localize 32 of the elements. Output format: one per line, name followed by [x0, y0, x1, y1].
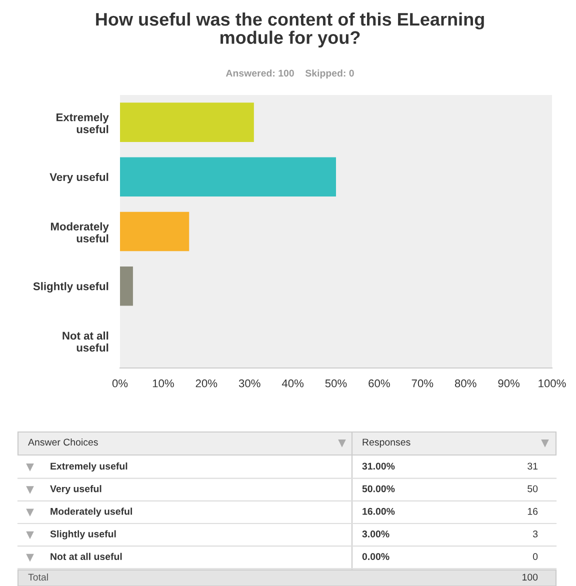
x-tick-label: 20% — [196, 379, 218, 388]
text: 0.00% — [362, 553, 390, 560]
x-tick-label: 10% — [152, 379, 174, 388]
text: Responses — [362, 438, 410, 448]
text: 31 — [528, 462, 538, 470]
x-tick-label: 90% — [498, 379, 520, 388]
x-tick-label: 30% — [238, 379, 260, 388]
x-tick-label: 0% — [112, 379, 128, 388]
y-tick-label: Extremely useful — [56, 113, 109, 134]
chart-subtitle: Answered: 100 Skipped: 0 — [226, 69, 354, 79]
text: Answer Choices — [28, 438, 98, 446]
y-tick-label: Very useful — [50, 172, 108, 184]
x-tick-label: 50% — [325, 379, 347, 388]
text: 31.00% — [362, 462, 395, 470]
x-tick-label: 60% — [368, 379, 390, 388]
chart-title: How useful was the content of this ELearning module for you? — [96, 12, 484, 48]
text: 3 — [532, 530, 538, 538]
text: 3.00% — [362, 530, 390, 538]
y-tick-label: Not at all useful — [62, 331, 108, 352]
text: 16 — [528, 508, 538, 515]
y-tick-label: Slightly useful — [33, 282, 108, 292]
text: 50 — [528, 485, 538, 492]
text: Total — [28, 573, 48, 581]
text: 50.00% — [362, 485, 395, 492]
x-tick-label: 80% — [454, 379, 476, 388]
text: 0 — [532, 553, 538, 560]
x-tick-label: 40% — [282, 379, 304, 388]
y-tick-label: Moderately useful — [50, 222, 109, 242]
x-tick-label: 70% — [412, 379, 434, 388]
text: 100 — [522, 574, 538, 581]
text: 16.00% — [362, 508, 395, 515]
x-tick-label: 100% — [538, 379, 566, 388]
